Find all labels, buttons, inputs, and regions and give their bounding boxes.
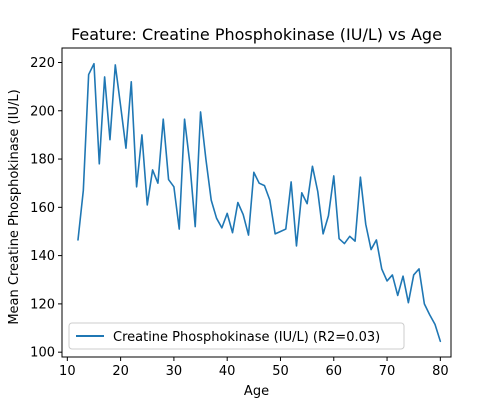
y-tick-label: 220 bbox=[30, 56, 55, 71]
axes: 10 20 30 40 50 60 70 80 100 120 140 160 180 200 220 bbox=[30, 47, 452, 379]
plot-area bbox=[77, 62, 442, 343]
y-tick-label: 100 bbox=[30, 346, 55, 361]
y-tick-label: 180 bbox=[30, 153, 55, 168]
x-tick-label: 30 bbox=[166, 364, 183, 379]
x-tick-label: 20 bbox=[112, 364, 129, 379]
legend-label: Creatine Phosphokinase (IU/L) (R2=0.03) bbox=[113, 330, 380, 345]
x-tick-label: 10 bbox=[59, 364, 76, 379]
legend: Creatine Phosphokinase (IU/L) (R2=0.03) bbox=[68, 322, 405, 350]
plot-frame bbox=[61, 47, 452, 358]
y-tick-label: 140 bbox=[30, 249, 55, 264]
y-axis-label: Mean Creatine Phosphokinase (IU/L) bbox=[7, 89, 22, 324]
series-line-0 bbox=[77, 62, 442, 343]
legend-box bbox=[68, 322, 405, 350]
y-tick-label: 200 bbox=[30, 104, 55, 119]
chart-title: Feature: Creatine Phosphokinase (IU/L) v… bbox=[71, 25, 442, 44]
x-tick-label: 60 bbox=[325, 364, 342, 379]
x-tick-label: 40 bbox=[219, 364, 236, 379]
x-axis-label: Age bbox=[244, 384, 269, 399]
y-tick-label: 160 bbox=[30, 201, 55, 216]
y-tick-label: 120 bbox=[30, 297, 55, 312]
x-tick-label: 70 bbox=[379, 364, 396, 379]
x-tick-label: 80 bbox=[432, 364, 449, 379]
x-tick-label: 50 bbox=[272, 364, 289, 379]
